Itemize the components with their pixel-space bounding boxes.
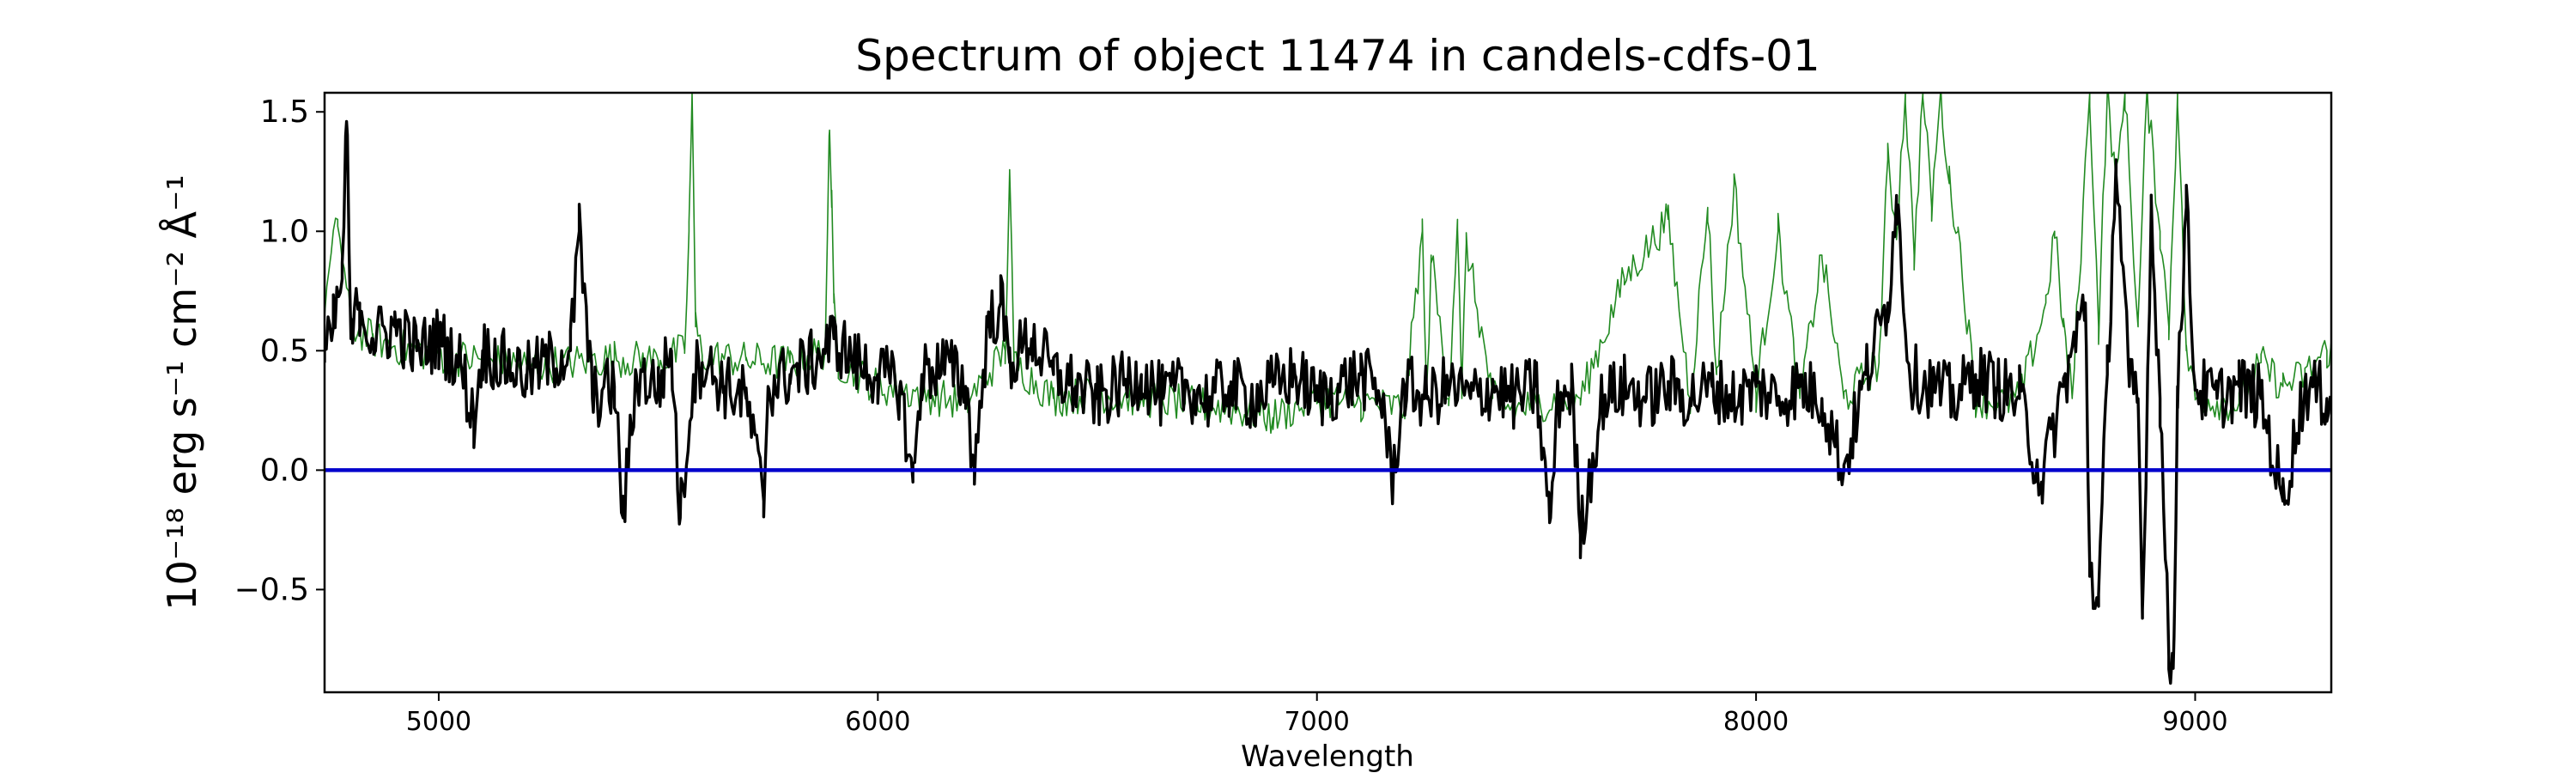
y-tick-label: 1.0 [260, 214, 309, 249]
y-tick-label: 0.5 [260, 333, 309, 368]
y-axis-label: 10⁻¹⁸ erg s⁻¹ cm⁻² Å⁻¹ [159, 174, 205, 610]
x-axis-label: Wavelength [1241, 740, 1414, 773]
chart-title: Spectrum of object 11474 in candels-cdfs… [855, 31, 1820, 81]
x-tick-label: 8000 [1723, 707, 1789, 737]
model-spectrum-line [325, 93, 2331, 435]
y-tick-label: 0.0 [260, 453, 309, 488]
series-layer [325, 93, 2331, 685]
y-axis-ticks: −0.5 0.0 0.5 1.0 1.5 [234, 94, 325, 607]
x-axis-ticks: 5000 6000 7000 8000 9000 [406, 692, 2228, 737]
y-tick-label: 1.5 [260, 94, 309, 130]
x-tick-label: 9000 [2162, 707, 2227, 737]
plot-frame [323, 91, 2333, 694]
x-tick-label: 6000 [845, 707, 910, 737]
x-tick-label: 7000 [1285, 707, 1350, 737]
x-tick-label: 5000 [406, 707, 471, 737]
y-tick-label: −0.5 [234, 572, 309, 607]
observed-spectrum-line [325, 119, 2331, 685]
